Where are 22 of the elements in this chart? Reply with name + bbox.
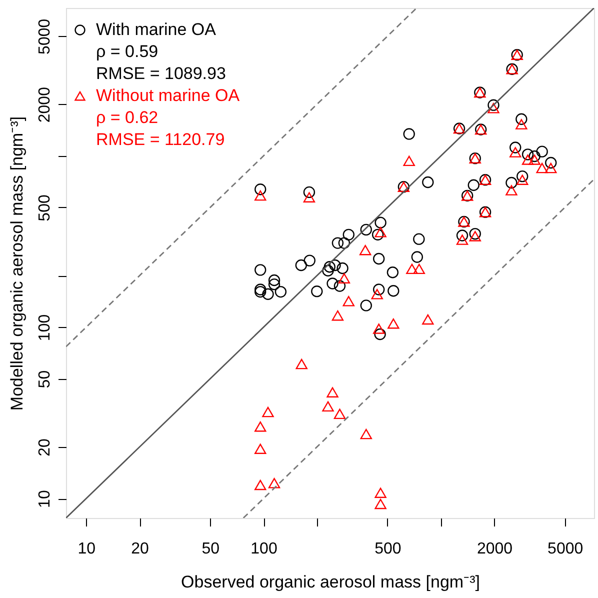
legend-label: Without marine OA — [96, 86, 240, 105]
annotation: ρ = 0.62 — [96, 108, 158, 127]
y-tick-label: 500 — [36, 194, 54, 222]
y-tick-label: 50 — [36, 370, 54, 388]
y-tick-label: 20 — [36, 438, 54, 456]
x-tick-label: 10 — [78, 540, 96, 558]
annotation: RMSE = 1089.93 — [96, 64, 226, 83]
x-axis-title: Observed organic aerosol mass [ngm⁻³] — [181, 572, 480, 592]
annotation: RMSE = 1120.79 — [96, 130, 225, 149]
legend-label: With marine OA — [96, 20, 217, 39]
y-tick-label: 100 — [36, 314, 54, 342]
y-axis-title: Modelled organic aerosol mass [ngm⁻³] — [8, 116, 26, 411]
x-tick-label: 50 — [202, 540, 220, 558]
x-tick-label: 20 — [131, 540, 150, 558]
x-tick-label: 5000 — [548, 540, 584, 558]
x-tick-label: 2000 — [476, 540, 513, 558]
y-tick-label: 10 — [36, 490, 54, 508]
annotation: ρ = 0.59 — [96, 42, 158, 61]
y-tick-label: 5000 — [36, 18, 54, 54]
x-tick-label: 100 — [250, 540, 278, 558]
y-tick-label: 2000 — [36, 86, 54, 123]
x-tick-label: 500 — [374, 540, 402, 558]
